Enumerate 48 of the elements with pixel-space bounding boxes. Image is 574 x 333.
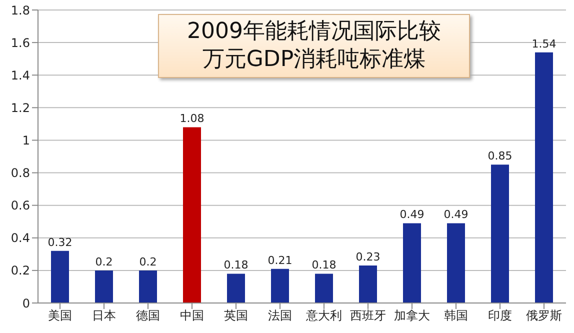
x-tick-label: 法国 xyxy=(268,308,292,323)
y-tick-label: 1.6 xyxy=(10,36,30,50)
bar xyxy=(403,223,421,303)
bar xyxy=(95,270,113,303)
data-label: 0.21 xyxy=(268,254,292,267)
x-tick-label: 西班牙 xyxy=(350,308,386,323)
x-tick-label: 印度 xyxy=(488,308,512,323)
x-tick-label: 德国 xyxy=(136,308,160,323)
y-tick-label: 0 xyxy=(22,296,30,310)
text: 万元GDP消耗吨标准煤 xyxy=(201,46,427,74)
data-label: 0.18 xyxy=(224,258,248,272)
data-label: 1.08 xyxy=(180,112,204,126)
data-label: 0.23 xyxy=(356,250,380,264)
bar xyxy=(271,268,289,303)
data-label: 0.32 xyxy=(48,236,72,249)
x-tick-label: 中国 xyxy=(180,308,204,323)
x-tick-label: 美国 xyxy=(48,308,72,323)
bar xyxy=(183,127,201,303)
y-tick-label: 0.2 xyxy=(10,264,30,278)
x-tick-label: 意大利 xyxy=(305,308,342,323)
data-label: 0.2 xyxy=(139,255,157,268)
chart-title: 2009年能耗情况国际比较 xyxy=(186,18,442,46)
bar xyxy=(491,164,509,303)
x-tick-label: 日本 xyxy=(92,308,116,323)
x-tick-label: 英国 xyxy=(224,308,248,323)
data-label: 0.49 xyxy=(444,208,468,222)
data-label: 0.49 xyxy=(400,208,424,222)
data-label: 1.54 xyxy=(532,37,556,50)
bar xyxy=(535,52,553,303)
data-label: 0.2 xyxy=(95,255,113,268)
data-label: 0.18 xyxy=(312,258,336,272)
bar xyxy=(359,266,377,303)
bar xyxy=(227,274,245,303)
x-tick-label: 加拿大 xyxy=(394,308,430,323)
bar xyxy=(447,223,465,303)
x-tick-label: 俄罗斯 xyxy=(526,308,562,323)
data-label: 0.85 xyxy=(488,150,512,163)
y-tick-label: 0.4 xyxy=(10,231,30,246)
y-tick-label: 1.2 xyxy=(10,100,30,115)
y-tick-label: 1.8 xyxy=(10,3,30,18)
y-tick-label: 0.8 xyxy=(10,166,30,180)
y-tick-label: 0.6 xyxy=(10,198,30,213)
y-tick-label: 1 xyxy=(22,133,30,148)
x-tick-label: 韩国 xyxy=(444,308,468,323)
y-tick-label: 1.4 xyxy=(10,68,30,82)
bar xyxy=(315,274,333,303)
bar xyxy=(51,250,69,303)
bar xyxy=(139,270,157,303)
